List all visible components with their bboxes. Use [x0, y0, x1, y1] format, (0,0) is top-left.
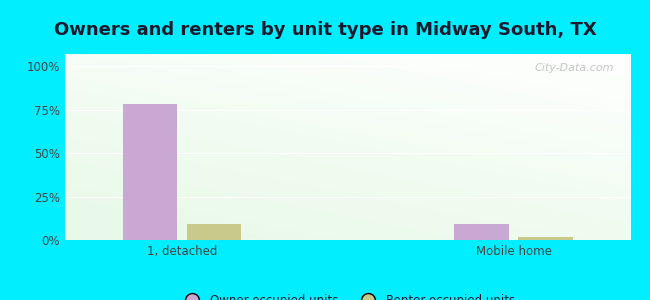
Legend: Owner occupied units, Renter occupied units: Owner occupied units, Renter occupied un… — [176, 290, 519, 300]
Bar — [187, 224, 242, 240]
Bar — [454, 224, 508, 240]
Text: Owners and renters by unit type in Midway South, TX: Owners and renters by unit type in Midwa… — [53, 21, 597, 39]
Bar — [122, 104, 177, 240]
Bar — [519, 236, 573, 240]
Text: City-Data.com: City-Data.com — [534, 63, 614, 73]
